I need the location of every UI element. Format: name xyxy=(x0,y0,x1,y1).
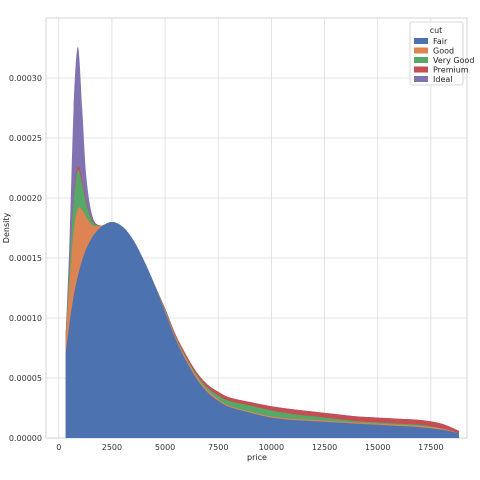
legend-label: Good xyxy=(433,47,454,56)
area-fair xyxy=(65,222,459,438)
legend-swatch xyxy=(414,76,428,82)
y-tick-label: 0.00000 xyxy=(9,434,42,443)
y-tick-label: 0.00025 xyxy=(9,134,42,143)
x-tick-label: 7500 xyxy=(208,443,228,452)
x-tick-label: 0 xyxy=(56,443,61,452)
x-tick-label: 5000 xyxy=(155,443,175,452)
y-axis-label: Density xyxy=(2,213,11,244)
y-tick-label: 0.00015 xyxy=(9,254,42,263)
x-tick-label: 10000 xyxy=(259,443,284,452)
legend-label: Very Good xyxy=(433,56,474,65)
legend-swatch xyxy=(414,47,428,54)
x-axis-label: price xyxy=(247,453,267,462)
x-axis-ticks: 0 2500 5000 7500 10000 12500 15000 17500 xyxy=(56,443,443,452)
legend-swatch xyxy=(414,66,428,73)
x-tick-label: 17500 xyxy=(418,443,443,452)
x-tick-label: 2500 xyxy=(102,443,122,452)
legend-label: Ideal xyxy=(433,75,452,84)
x-tick-label: 12500 xyxy=(312,443,337,452)
density-areas xyxy=(65,46,459,439)
y-tick-label: 0.00020 xyxy=(9,194,42,203)
legend-label: Fair xyxy=(433,37,448,46)
y-tick-label: 0.00010 xyxy=(9,314,42,323)
x-tick-label: 15000 xyxy=(365,443,390,452)
y-axis-ticks: 0.00000 0.00005 0.00010 0.00015 0.00020 0.000… xyxy=(9,74,42,443)
legend-swatch xyxy=(414,38,428,44)
y-tick-label: 0.00030 xyxy=(9,74,42,83)
legend-swatch xyxy=(414,57,428,63)
y-tick-label: 0.00005 xyxy=(9,374,42,383)
legend-title: cut xyxy=(430,26,443,35)
legend-label: Premium xyxy=(433,66,469,75)
